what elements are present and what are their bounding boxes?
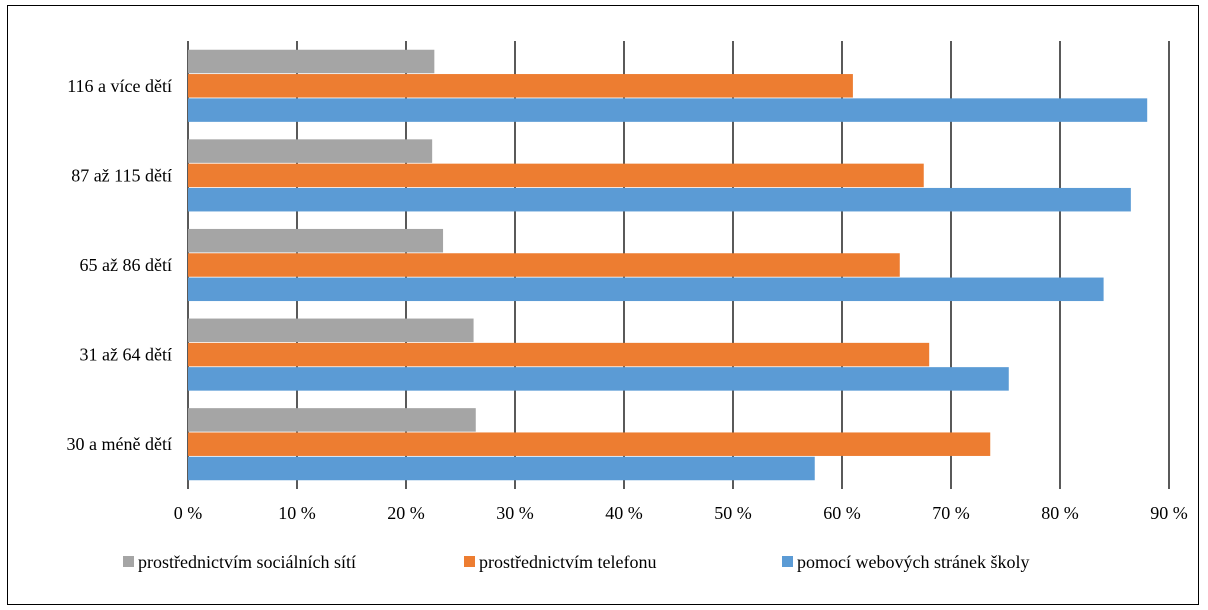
category-label: 30 a méně dětí (67, 434, 172, 454)
bar (188, 187, 1131, 212)
legend-swatch (464, 556, 475, 567)
bar (188, 98, 1148, 122)
bar (188, 367, 1009, 391)
category-label: 31 až 64 dětí (80, 345, 172, 365)
bar (188, 49, 435, 74)
bar (188, 408, 476, 432)
bar (188, 432, 991, 456)
bar-chart: 116 a více dětí 87 až 115 dětí 65 až 86 dě… (67, 41, 1188, 572)
x-tick-label: 10 % (278, 503, 316, 523)
legend-swatch (782, 556, 793, 567)
chart-frame: 116 a více dětí 87 až 115 dětí 65 až 86 dě… (7, 5, 1199, 605)
x-tick-label: 20 % (387, 503, 425, 523)
x-tick-label: 80 % (1041, 503, 1079, 523)
x-tick-label: 90 % (1150, 503, 1188, 523)
legend-label: prostřednictvím sociálních sítí (138, 552, 356, 572)
bar (188, 228, 444, 253)
bar (188, 456, 815, 481)
category-label: 87 až 115 dětí (71, 165, 172, 185)
legend-label: pomocí webových stránek školy (797, 552, 1029, 572)
bar (188, 253, 900, 277)
bar (188, 342, 930, 367)
x-tick-label: 40 % (605, 503, 643, 523)
x-tick-label: 70 % (932, 503, 970, 523)
bar (188, 163, 924, 188)
category-label: 116 a více dětí (67, 76, 172, 96)
bar (188, 318, 474, 343)
bar (188, 277, 1104, 302)
bar (188, 74, 853, 98)
bar (188, 139, 433, 163)
x-tick-label: 60 % (823, 503, 861, 523)
x-tick-label: 0 % (174, 503, 203, 523)
x-tick-label: 50 % (714, 503, 752, 523)
category-label: 65 až 86 dětí (80, 255, 172, 275)
x-tick-label: 30 % (496, 503, 534, 523)
legend-swatch (123, 556, 134, 567)
legend-label: prostřednictvím telefonu (479, 552, 656, 572)
